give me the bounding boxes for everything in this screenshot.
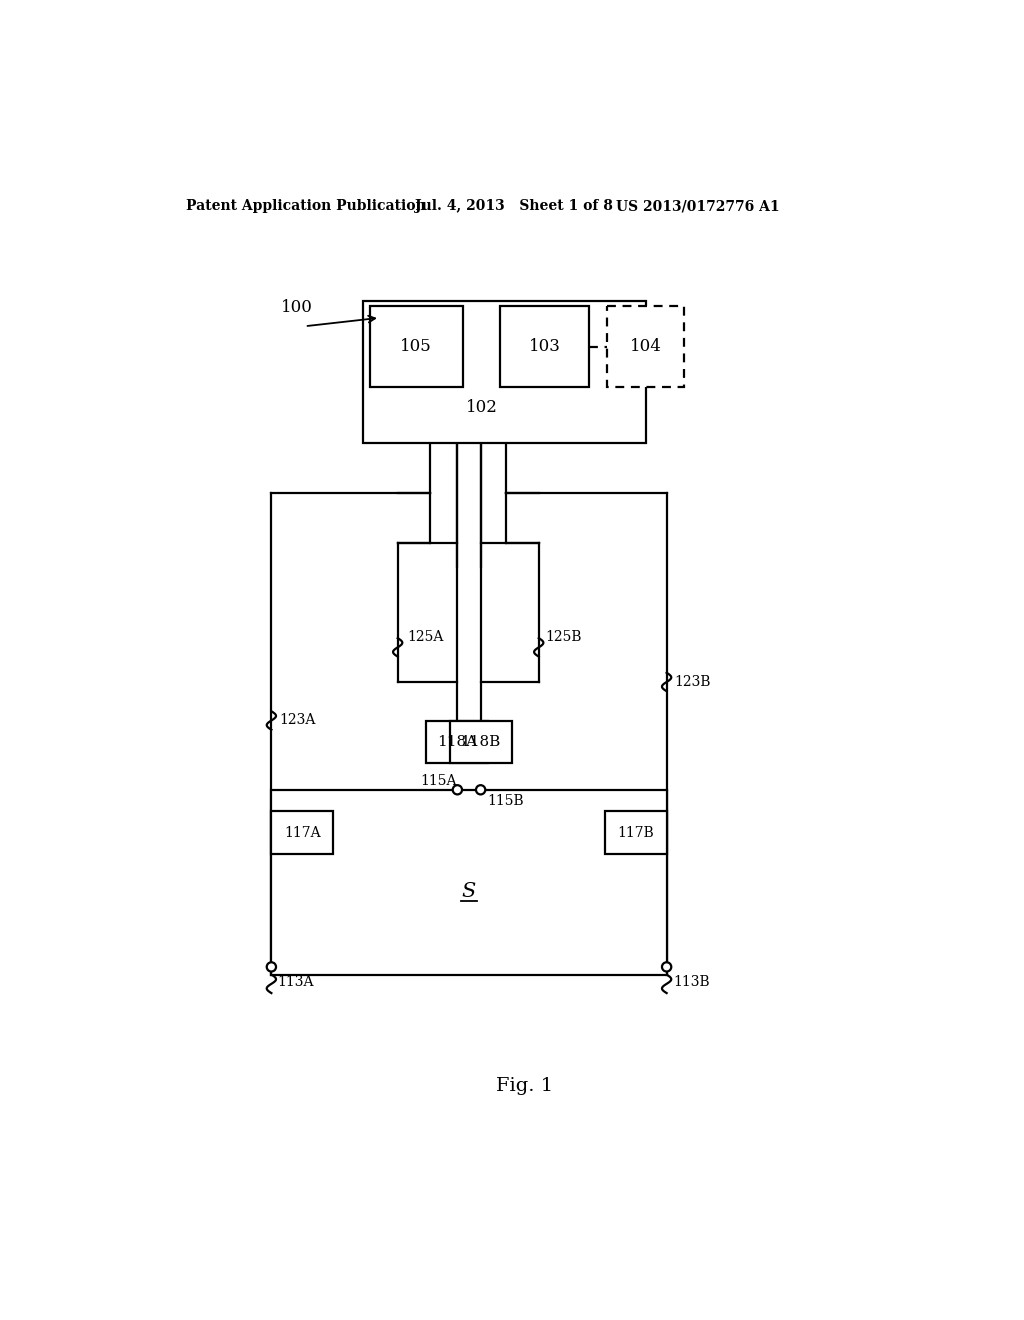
Text: Fig. 1: Fig. 1: [497, 1077, 553, 1096]
Text: 113A: 113A: [278, 975, 314, 989]
Text: 102: 102: [466, 399, 498, 416]
Text: Patent Application Publication: Patent Application Publication: [186, 199, 426, 213]
Bar: [362, 301, 646, 444]
Text: 118B: 118B: [461, 735, 501, 748]
Text: 125B: 125B: [545, 631, 582, 644]
Text: S: S: [462, 882, 476, 902]
Text: 117A: 117A: [284, 825, 321, 840]
Text: US 2013/0172776 A1: US 2013/0172776 A1: [616, 199, 780, 213]
Text: 104: 104: [630, 338, 662, 355]
Bar: [271, 812, 334, 854]
Text: 113B: 113B: [673, 975, 710, 989]
Bar: [426, 721, 488, 763]
Circle shape: [476, 785, 485, 795]
Text: 118A: 118A: [437, 735, 477, 748]
Text: 103: 103: [528, 338, 560, 355]
Text: 100: 100: [281, 298, 312, 315]
Circle shape: [662, 962, 672, 972]
Text: 117B: 117B: [617, 825, 654, 840]
Text: Jul. 4, 2013   Sheet 1 of 8: Jul. 4, 2013 Sheet 1 of 8: [415, 199, 612, 213]
Bar: [604, 812, 667, 854]
Text: 105: 105: [400, 338, 432, 355]
Bar: [271, 789, 667, 974]
Circle shape: [266, 962, 276, 972]
Bar: [500, 306, 589, 387]
Text: 115B: 115B: [486, 793, 523, 808]
Bar: [450, 721, 512, 763]
Text: 123B: 123B: [675, 675, 711, 689]
Circle shape: [453, 785, 462, 795]
Text: 115A: 115A: [420, 774, 457, 788]
Text: 125A: 125A: [407, 631, 443, 644]
Bar: [370, 306, 463, 387]
Bar: [607, 306, 684, 387]
Text: 123A: 123A: [280, 714, 315, 727]
